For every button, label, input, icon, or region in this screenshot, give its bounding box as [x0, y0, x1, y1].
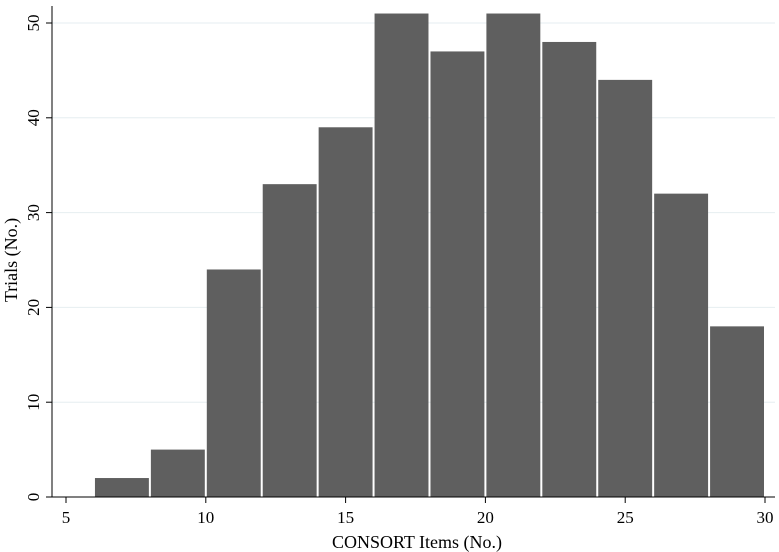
x-tick-label: 25: [617, 508, 634, 527]
bar-10-12: [206, 269, 261, 497]
y-tick-label: 10: [24, 394, 43, 411]
y-tick-label: 0: [24, 493, 43, 502]
bar-24-26: [598, 79, 653, 497]
bar-16-18: [374, 13, 429, 498]
y-tick-label: 40: [24, 109, 43, 126]
bars: [94, 13, 764, 498]
tick-labels: 5 10 15 20 25 30 0 10 20 30 40 50: [24, 15, 774, 528]
bar-6-8: [94, 478, 149, 497]
y-tick-label: 20: [24, 299, 43, 316]
bar-20-22: [486, 13, 541, 498]
bar-8-10: [150, 449, 205, 497]
y-tick-label: 50: [24, 15, 43, 32]
x-tick-label: 15: [337, 508, 354, 527]
axes: [46, 6, 775, 503]
bar-14-16: [318, 127, 373, 497]
x-tick-label: 20: [477, 508, 494, 527]
y-axis-label: Trials (No.): [1, 218, 22, 302]
x-tick-label: 5: [62, 508, 71, 527]
y-tick-label: 30: [24, 204, 43, 221]
bar-26-28: [654, 193, 709, 497]
bar-12-14: [262, 184, 317, 497]
x-tick-label: 30: [757, 508, 774, 527]
bar-18-20: [430, 51, 485, 497]
x-axis-label: CONSORT Items (No.): [332, 532, 502, 552]
x-tick-label: 10: [197, 508, 214, 527]
bar-22-24: [542, 41, 597, 498]
bar-28-30: [710, 326, 764, 497]
